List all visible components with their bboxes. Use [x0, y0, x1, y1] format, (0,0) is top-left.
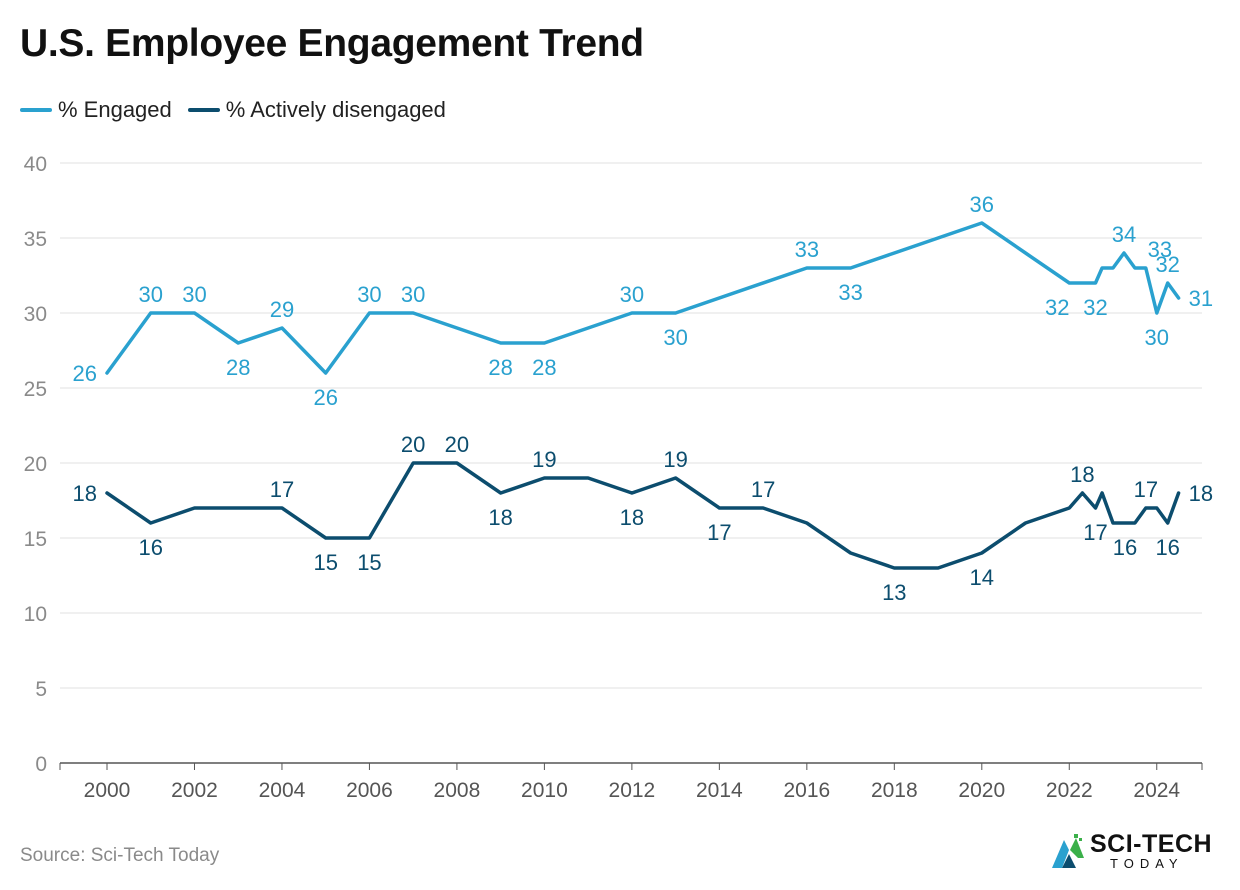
- data-label: 17: [1134, 477, 1158, 502]
- data-label: 28: [226, 355, 250, 380]
- y-tick-label: 0: [35, 753, 47, 776]
- legend-swatch-disengaged: [187, 108, 220, 112]
- data-label: 26: [73, 361, 97, 386]
- x-tick-label: 2006: [346, 779, 393, 802]
- data-label: 30: [401, 282, 425, 307]
- x-tick-label: 2016: [783, 779, 830, 802]
- x-tick-label: 2020: [958, 779, 1005, 802]
- y-tick-label: 5: [35, 678, 47, 701]
- data-label: 30: [138, 282, 162, 307]
- data-label: 18: [620, 505, 644, 530]
- data-label: 28: [488, 355, 512, 380]
- x-tick-label: 2018: [871, 779, 918, 802]
- y-tick-label: 35: [24, 228, 47, 251]
- x-tick-label: 2002: [171, 779, 218, 802]
- y-tick-label: 30: [24, 303, 47, 326]
- data-label: 34: [1112, 222, 1136, 247]
- data-label: 30: [1145, 325, 1169, 350]
- data-label: 30: [663, 325, 687, 350]
- x-tick-label: 2022: [1046, 779, 1093, 802]
- x-tick-label: 2004: [259, 779, 306, 802]
- data-label: 36: [970, 192, 994, 217]
- sci-tech-logo[interactable]: SCI-TECH TODAY: [1050, 832, 1212, 870]
- data-label: 20: [401, 432, 425, 457]
- chart-title: U.S. Employee Engagement Trend: [20, 22, 644, 65]
- legend-label-engaged: % Engaged: [58, 97, 172, 122]
- data-label: 16: [1155, 535, 1179, 560]
- data-label: 17: [270, 477, 294, 502]
- y-tick-label: 20: [24, 453, 47, 476]
- legend-label-disengaged: % Actively disengaged: [225, 97, 446, 122]
- x-tick-label: 2012: [609, 779, 656, 802]
- logo-text-main: SCI-TECH: [1090, 830, 1213, 858]
- data-label: 30: [182, 282, 206, 307]
- data-label: 33: [838, 280, 862, 305]
- data-label: 18: [488, 505, 512, 530]
- x-tick-label: 2014: [696, 779, 743, 802]
- logo-mark-icon: [1052, 834, 1084, 868]
- data-label: 30: [357, 282, 381, 307]
- x-tick-label: 2008: [434, 779, 481, 802]
- data-label: 33: [1148, 237, 1172, 262]
- data-label: 19: [663, 447, 687, 472]
- data-label: 20: [445, 432, 469, 457]
- logo-text-sub: TODAY: [1110, 856, 1184, 871]
- x-tick-label: 2000: [84, 779, 131, 802]
- source-note: Source: Sci-Tech Today: [20, 845, 220, 866]
- series-line-disengaged: [105, 461, 1181, 570]
- data-label: 17: [707, 520, 731, 545]
- data-label: 19: [532, 447, 556, 472]
- data-label: 31: [1189, 286, 1213, 311]
- y-tick-label: 15: [24, 528, 47, 551]
- y-tick-label: 10: [24, 603, 47, 626]
- x-tick-label: 2010: [521, 779, 568, 802]
- legend-swatch-engaged: [20, 108, 52, 112]
- legend-item-disengaged[interactable]: % Actively disengaged: [187, 97, 446, 123]
- data-label: 16: [1113, 535, 1137, 560]
- x-tick-label: 2024: [1133, 779, 1180, 802]
- legend: % Engaged % Actively disengaged: [20, 97, 462, 123]
- data-label: 15: [313, 550, 337, 575]
- data-label: 28: [532, 355, 556, 380]
- data-label: 33: [795, 237, 819, 262]
- data-label: 18: [73, 481, 97, 506]
- data-label: 32: [1155, 252, 1179, 277]
- series-line-engaged: [105, 221, 1181, 375]
- data-label: 32: [1083, 295, 1107, 320]
- data-label: 18: [1070, 462, 1094, 487]
- data-label: 18: [1189, 481, 1213, 506]
- data-label: 14: [970, 565, 994, 590]
- y-tick-label: 25: [24, 378, 47, 401]
- data-label: 13: [882, 580, 906, 605]
- data-label: 30: [620, 282, 644, 307]
- legend-item-engaged[interactable]: % Engaged: [20, 97, 172, 123]
- data-label: 29: [270, 297, 294, 322]
- y-tick-label: 40: [24, 153, 47, 176]
- data-label: 15: [357, 550, 381, 575]
- data-label: 32: [1045, 295, 1069, 320]
- data-label: 16: [138, 535, 162, 560]
- data-label: 17: [751, 477, 775, 502]
- data-label: 26: [313, 385, 337, 410]
- data-label: 17: [1083, 520, 1107, 545]
